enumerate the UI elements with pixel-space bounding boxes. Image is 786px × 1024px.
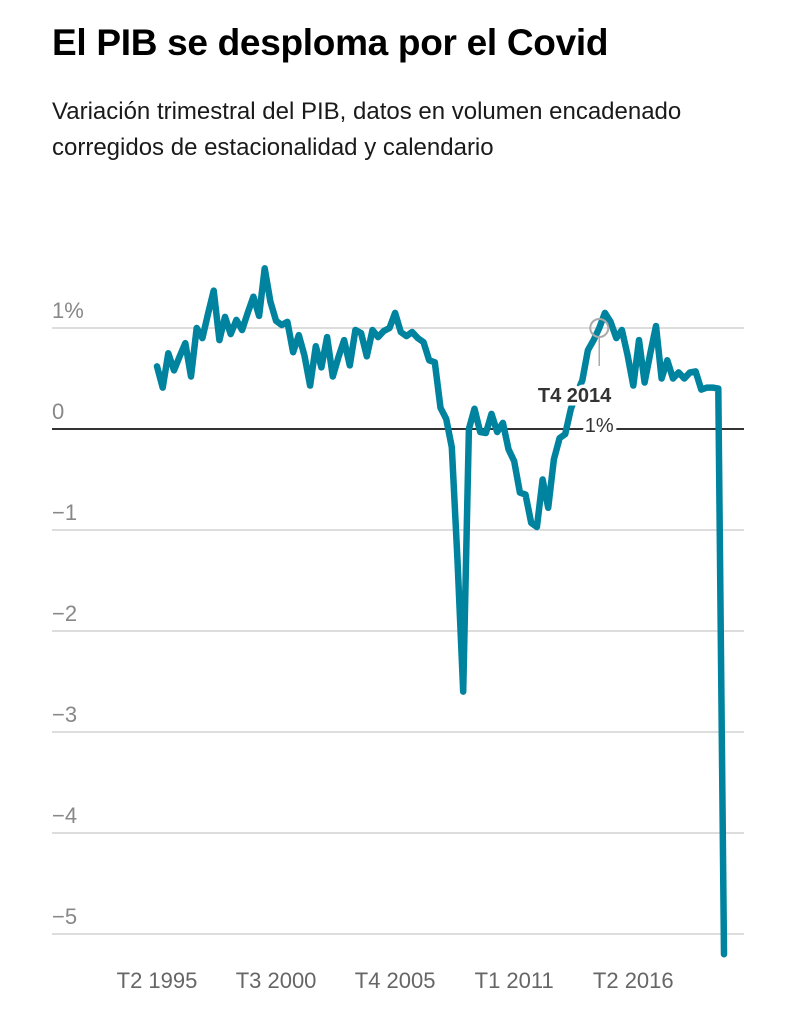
chart-title: El PIB se desploma por el Covid: [52, 22, 609, 63]
x-tick-label: T2 1995: [117, 968, 198, 993]
gridlines: [52, 327, 744, 935]
annotation-marker: [589, 318, 610, 338]
series-layer: [153, 265, 728, 958]
annotation: T4 2014 1%: [534, 318, 617, 441]
y-tick-label: −1: [52, 500, 77, 525]
y-axis-labels: 1% 0 −1 −2 −3 −4 −5: [52, 298, 84, 929]
x-tick-label: T3 2000: [236, 968, 317, 993]
y-tick-label: −5: [52, 904, 77, 929]
series-line: [153, 265, 728, 958]
annotation-label: T4 2014: [538, 385, 612, 407]
x-tick-label: T4 2005: [355, 968, 436, 993]
annotation-value: 1%: [585, 415, 614, 437]
x-axis-labels: T2 1995 T3 2000 T4 2005 T1 2011 T2 2016: [117, 968, 674, 993]
chart-subtitle: Variación trimestral del PIB, datos en v…: [52, 98, 682, 161]
y-tick-label: −3: [52, 702, 77, 727]
y-tick-label: 0: [52, 399, 64, 424]
x-tick-label: T1 2011: [475, 968, 554, 993]
y-tick-label: 1%: [52, 298, 84, 323]
y-tick-label: −4: [52, 803, 77, 828]
x-tick-label: T2 2016: [593, 968, 674, 993]
y-tick-label: −2: [52, 601, 77, 626]
